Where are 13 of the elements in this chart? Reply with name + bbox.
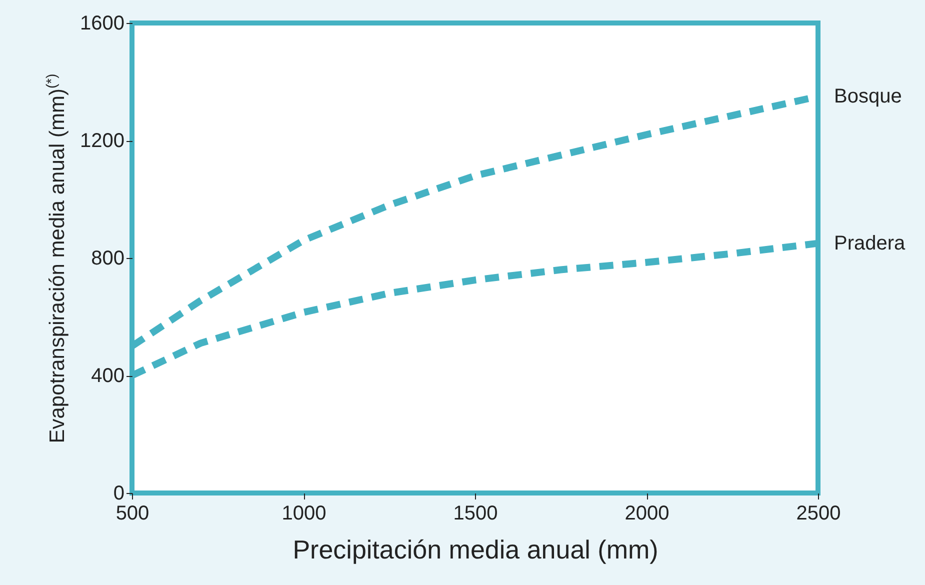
x-tick-label: 1000 bbox=[282, 502, 326, 524]
x-axis-title: Precipitación media anual (mm) bbox=[292, 534, 658, 564]
y-tick-label: 0 bbox=[113, 482, 124, 504]
x-tick-label: 2000 bbox=[624, 502, 670, 524]
y-tick-label: 800 bbox=[91, 248, 124, 270]
series-label: Pradera bbox=[834, 232, 906, 254]
x-tick-label: 2500 bbox=[796, 502, 841, 524]
x-tick-label: 1500 bbox=[453, 502, 498, 524]
x-tick-label: 500 bbox=[116, 502, 150, 524]
series-label: Bosque bbox=[834, 85, 902, 108]
y-tick-label: 400 bbox=[91, 365, 124, 387]
y-tick-label: 1200 bbox=[80, 130, 124, 152]
y-tick-label: 1600 bbox=[80, 12, 124, 34]
